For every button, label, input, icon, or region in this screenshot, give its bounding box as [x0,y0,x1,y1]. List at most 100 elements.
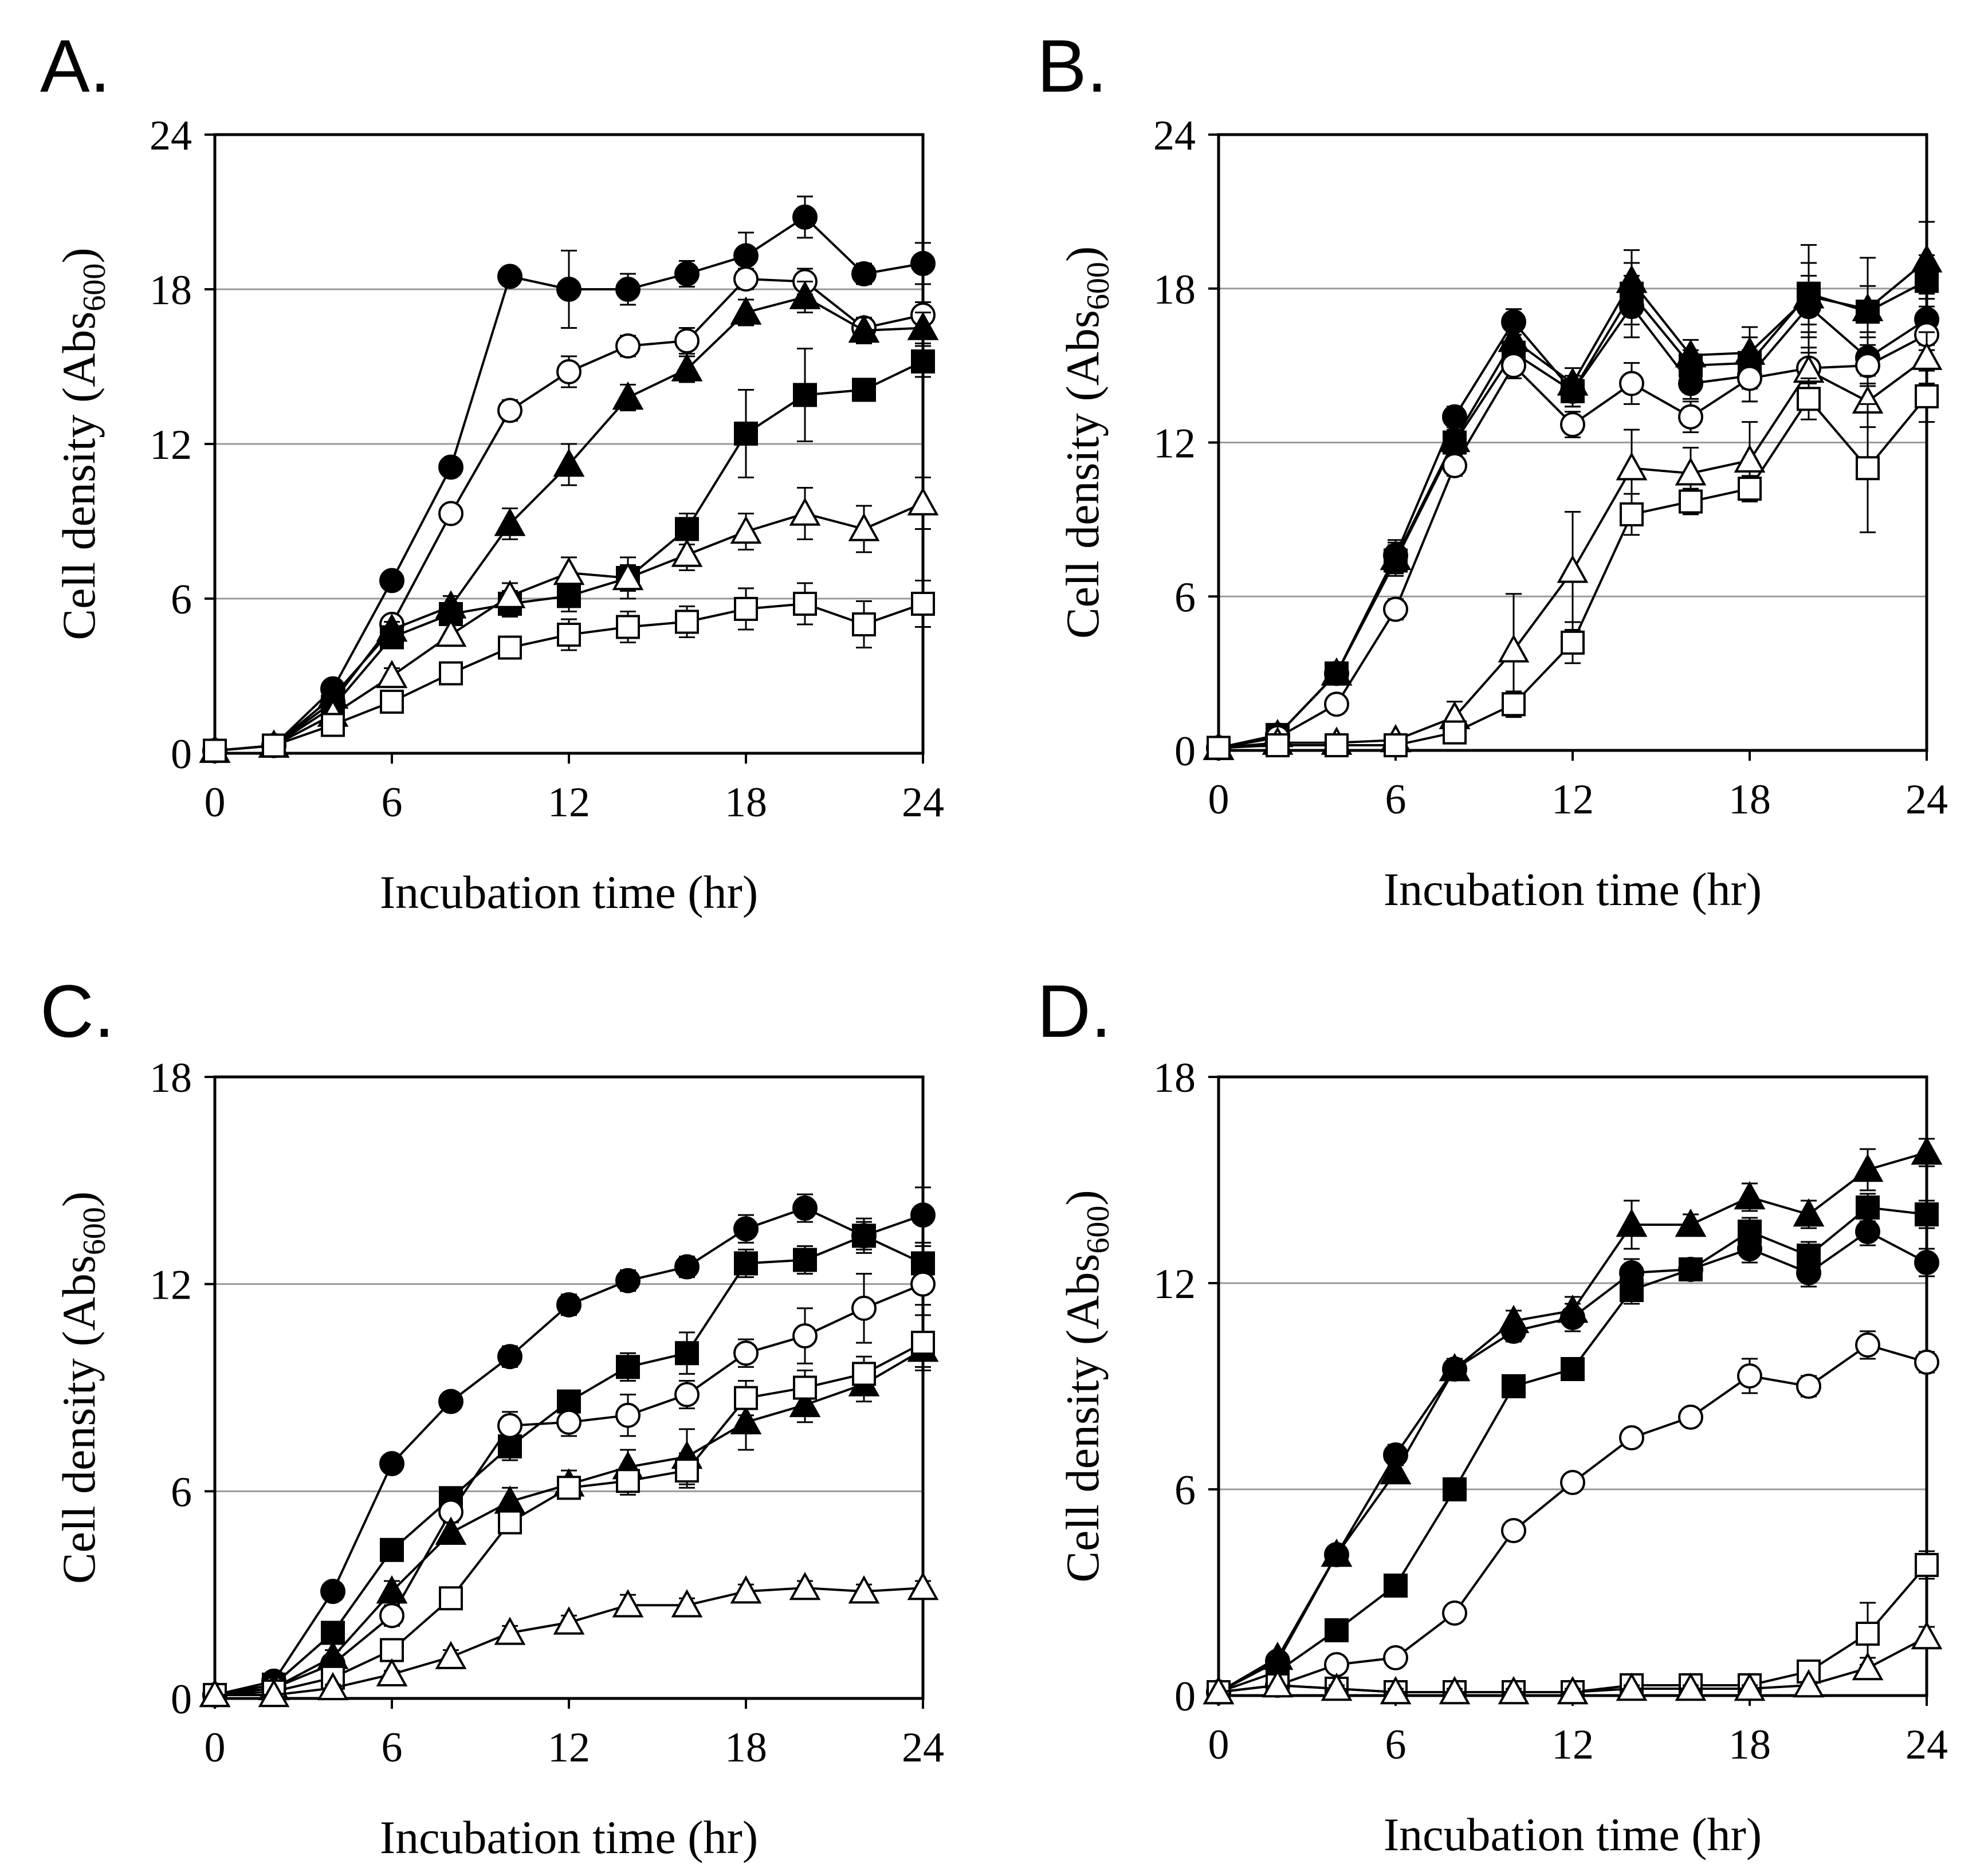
data-point [439,661,463,686]
data-point [557,1476,581,1500]
data-point [320,1579,345,1604]
data-point [1856,300,1880,324]
data-point [199,1678,231,1708]
data-point [1203,1676,1235,1705]
data-point [553,556,585,585]
data-point [1734,1181,1766,1210]
data-point [616,615,640,639]
data-point [789,281,821,309]
panel-letter: B. [1037,24,1107,108]
x-tick-label: 12 [1551,1721,1594,1768]
data-point [730,1406,762,1434]
series-filled-triangle [1203,221,1943,760]
data-point [1797,387,1821,411]
data-point [675,1458,699,1483]
data-point [203,738,227,763]
data-point [792,1195,818,1221]
data-point [1734,444,1766,473]
data-point [435,1516,467,1545]
data-point [379,568,404,593]
series-filled-triangle [199,1331,939,1708]
data-point [439,1586,463,1611]
data-point [1911,341,1943,370]
y-tick-label: 18 [150,267,192,314]
data-point [1914,1350,1939,1375]
x-tick-label: 0 [205,1724,226,1771]
data-point [612,1589,644,1618]
data-point [1442,1600,1467,1626]
data-point [1616,1208,1648,1237]
chart-panel-4: D. 0 6 12 18 24 0 6 12 18 Incubation time (hr) Cell… [1037,969,1948,1861]
data-point [730,515,762,544]
data-point [1797,281,1821,306]
data-point [556,359,582,384]
series-filled-triangle [199,281,939,763]
y-axis-title: Cell density (Abs600) [1056,246,1116,639]
data-point [910,1202,936,1228]
data-point [1502,692,1526,717]
data-point [438,1389,463,1414]
panel-letter: C. [40,969,115,1053]
chart-panel-1: A. 0 6 12 18 24 0 6 12 18 24 Incubation time (hr) Ce… [40,24,944,918]
data-point [733,243,759,269]
data-point [675,1341,699,1366]
data-point [911,592,935,616]
data-point [911,1331,935,1355]
data-point [911,349,935,373]
data-point [615,1402,641,1428]
data-point [1738,1220,1762,1244]
data-point [730,296,762,325]
data-point [1560,412,1585,438]
data-point [674,261,700,286]
data-point [1384,1574,1408,1598]
x-tick-label: 18 [1728,1721,1771,1768]
data-point [1443,720,1467,745]
data-point [1501,1518,1526,1543]
data-point [1796,1374,1821,1399]
data-point [793,1375,817,1400]
data-point [789,1571,821,1600]
data-point [1380,1676,1412,1705]
data-point [497,1413,522,1438]
data-point [497,1344,522,1370]
y-tick-label: 18 [1153,266,1196,313]
data-point [1561,630,1585,655]
data-point [671,353,703,382]
data-point [380,1638,404,1662]
data-point [733,266,759,292]
data-point [907,1571,939,1600]
data-point [1266,733,1290,758]
data-point [1383,596,1408,622]
data-point [498,1510,522,1535]
y-tick-label: 18 [1153,1055,1196,1102]
data-point [435,618,467,647]
data-point [1262,1669,1294,1698]
y-tick-label: 0 [171,731,192,778]
data-point [1557,554,1589,583]
data-point [379,1451,404,1477]
panel-letter: A. [40,24,111,108]
y-tick-label: 24 [1153,112,1196,159]
x-tick-label: 18 [725,1724,767,1771]
x-tick-label: 0 [1208,1721,1229,1768]
series-filled-square [1207,1193,1939,1704]
data-point [612,561,644,591]
chart-panel-3: C. 0 6 12 18 24 0 6 12 18 Incubation time (hr) Cell… [40,969,944,1863]
data-point [1678,404,1703,430]
data-point [734,1251,758,1276]
y-tick-label: 0 [1174,1673,1196,1720]
data-point [675,517,699,541]
data-point [494,1617,526,1645]
x-tick-label: 24 [1906,1721,1948,1768]
data-point [553,1606,585,1635]
data-point [1679,489,1703,514]
data-point [553,448,585,477]
x-axis-title: Incubation time (hr) [1384,1808,1762,1861]
y-tick-label: 12 [150,422,192,469]
data-point [910,1271,936,1297]
x-axis-title: Incubation time (hr) [1384,863,1762,915]
data-point [1325,661,1349,686]
y-tick-label: 18 [150,1055,192,1102]
data-point [1439,1676,1471,1705]
data-point [674,1254,700,1280]
